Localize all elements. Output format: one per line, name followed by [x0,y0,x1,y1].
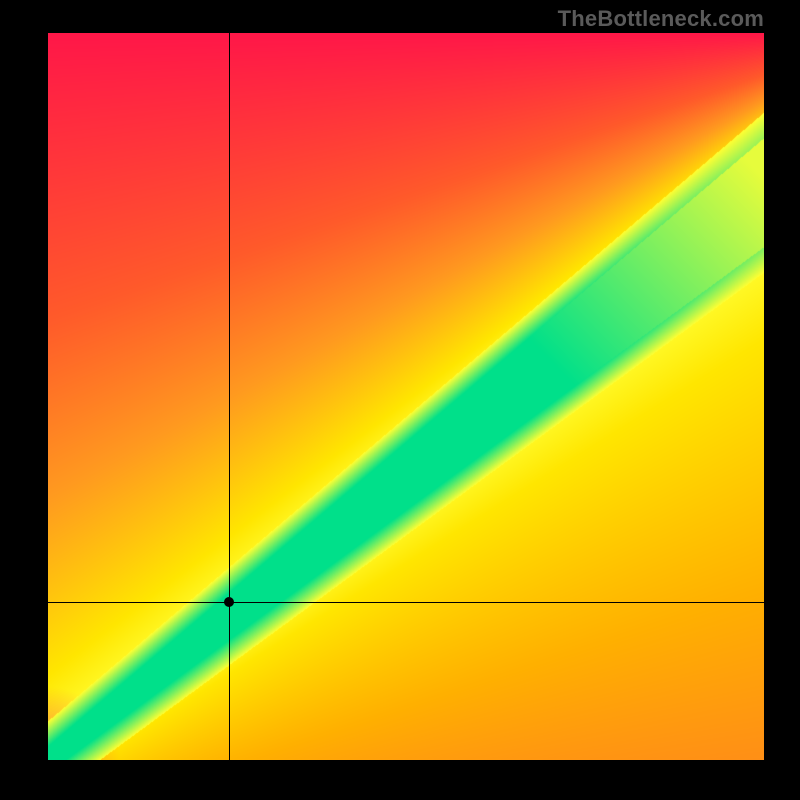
selection-marker [224,597,234,607]
bottleneck-heatmap [48,33,764,760]
crosshair-vertical [229,33,230,760]
watermark-text: TheBottleneck.com [558,6,764,32]
crosshair-horizontal [48,602,764,603]
